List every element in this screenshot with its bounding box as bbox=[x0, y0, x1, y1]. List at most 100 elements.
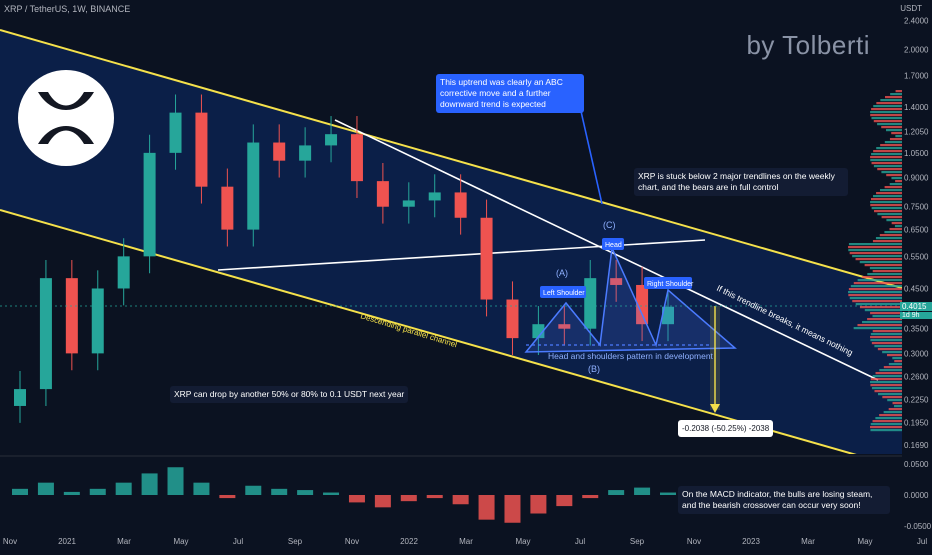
y-tick-label: 1.2050 bbox=[904, 127, 929, 136]
volume-profile-bar bbox=[876, 102, 902, 105]
x-tick-label: Sep bbox=[630, 537, 645, 546]
y-tick-label: 0.4500 bbox=[904, 284, 929, 293]
volume-profile-bar bbox=[870, 114, 902, 117]
candle-body bbox=[14, 389, 26, 406]
macd-y-tick-label: -0.0500 bbox=[904, 522, 932, 531]
measure-label: -0.2038 (-50.25%) -2038 bbox=[678, 420, 774, 437]
volume-profile-bar bbox=[894, 405, 902, 408]
volume-profile-bar bbox=[853, 327, 902, 330]
macd-bar bbox=[271, 488, 288, 495]
candle-body bbox=[273, 142, 286, 161]
candle-body bbox=[402, 200, 415, 207]
volume-profile-bar bbox=[877, 348, 902, 351]
volume-profile-bar bbox=[871, 207, 902, 210]
channel-upper-line bbox=[0, 29, 902, 289]
volume-profile-bar bbox=[870, 381, 902, 384]
hs-pattern bbox=[524, 245, 737, 353]
volume-profile-bar bbox=[874, 210, 902, 213]
macd-bar bbox=[115, 482, 132, 495]
candle-body bbox=[584, 278, 597, 329]
x-tick-label: Nov bbox=[687, 537, 701, 546]
volume-profile-bar bbox=[874, 345, 902, 348]
x-tick-label: 2022 bbox=[400, 537, 418, 546]
volume-profile-bar bbox=[870, 159, 902, 162]
volume-profile-bar bbox=[894, 360, 902, 363]
volume-profile-bar bbox=[881, 126, 902, 129]
volume-profile-bar bbox=[867, 318, 902, 321]
volume-profile-bar bbox=[888, 408, 902, 411]
macd-bar bbox=[660, 492, 676, 495]
volume-profile-bar bbox=[867, 273, 902, 276]
volume-profile-bar bbox=[890, 93, 902, 96]
x-tick-label: Nov bbox=[3, 537, 17, 546]
volume-profile-bar bbox=[874, 390, 902, 393]
chart-title: XRP / TetherUS, 1W, BINANCE bbox=[4, 4, 131, 14]
y-tick-label: 2.4000 bbox=[904, 17, 929, 26]
volume-profile-bar bbox=[852, 255, 902, 258]
volume-profile-bar bbox=[852, 300, 902, 303]
currency-label: USDT bbox=[900, 4, 922, 13]
volume-profile-bar bbox=[870, 426, 902, 429]
volume-profile-bar bbox=[848, 294, 902, 297]
y-tick-label: 0.3000 bbox=[904, 349, 929, 358]
macd-y-tick-label: 0.0000 bbox=[904, 491, 929, 500]
candle-body bbox=[169, 112, 182, 153]
macd-bar bbox=[89, 488, 106, 495]
volume-profile-bar bbox=[876, 192, 902, 195]
volume-profile-bar bbox=[870, 201, 902, 204]
volume-profile-bar bbox=[877, 168, 902, 171]
volume-profile-bar bbox=[850, 285, 902, 288]
trendlines-note: XRP is stuck below 2 major trendlines on… bbox=[634, 168, 848, 196]
abc-note: This uptrend was clearly an ABC correcti… bbox=[436, 74, 584, 113]
volume-profile-bar bbox=[875, 417, 902, 420]
volume-profile-bar bbox=[870, 423, 902, 426]
volume-profile-bar bbox=[884, 141, 902, 144]
author-watermark: by Tolberti bbox=[746, 30, 870, 60]
volume-profile-bar bbox=[895, 90, 902, 93]
hs-label: Head and shoulders pattern in developmen… bbox=[548, 351, 714, 361]
macd-bar bbox=[608, 490, 625, 495]
price-timer: 1d 9h bbox=[900, 312, 932, 319]
candle-body bbox=[532, 324, 545, 339]
macd-bar bbox=[323, 492, 340, 495]
volume-profile-bar bbox=[848, 243, 902, 246]
wave-b-label: (B) bbox=[588, 364, 600, 374]
volume-profile-bar bbox=[888, 363, 902, 366]
x-tick-label: Jul bbox=[917, 537, 927, 546]
volume-profile-bar bbox=[871, 342, 902, 345]
volume-profile-bar bbox=[891, 222, 902, 225]
candle-body bbox=[195, 112, 208, 187]
volume-profile-bar bbox=[879, 234, 902, 237]
volume-profile-bar bbox=[887, 399, 902, 402]
candle-body bbox=[143, 152, 156, 257]
volume-profile-bar bbox=[872, 375, 902, 378]
y-tick-label: 0.5500 bbox=[904, 252, 929, 261]
volume-profile-bar bbox=[895, 135, 902, 138]
volume-profile-bar bbox=[857, 279, 902, 282]
volume-profile-bar bbox=[873, 120, 902, 123]
volume-profile-bar bbox=[870, 111, 902, 114]
macd-bar bbox=[504, 495, 521, 523]
volume-profile-bar bbox=[871, 117, 902, 120]
volume-profile-bar bbox=[872, 330, 902, 333]
volume-profile-bar bbox=[870, 336, 902, 339]
volume-profile-bar bbox=[869, 267, 902, 270]
volume-profile-bar bbox=[872, 420, 902, 423]
y-tick-label: 0.1690 bbox=[904, 441, 929, 450]
x-tick-label: May bbox=[515, 537, 530, 546]
y-tick-label: 0.7500 bbox=[904, 203, 929, 212]
left-shoulder-label-box bbox=[540, 286, 586, 298]
volume-profile-bar bbox=[884, 231, 902, 234]
candle-body bbox=[299, 145, 312, 161]
macd-bar bbox=[556, 495, 573, 507]
candle-body bbox=[350, 134, 363, 182]
volume-profile-bar bbox=[871, 108, 902, 111]
candle-body bbox=[376, 181, 389, 207]
candle-body bbox=[117, 256, 130, 289]
candle-body bbox=[480, 217, 493, 300]
x-tick-label: Jul bbox=[575, 537, 585, 546]
y-tick-label: 0.6500 bbox=[904, 226, 929, 235]
volume-profile-bar bbox=[884, 186, 902, 189]
volume-profile-bar bbox=[857, 324, 902, 327]
volume-profile-bar bbox=[891, 177, 902, 180]
